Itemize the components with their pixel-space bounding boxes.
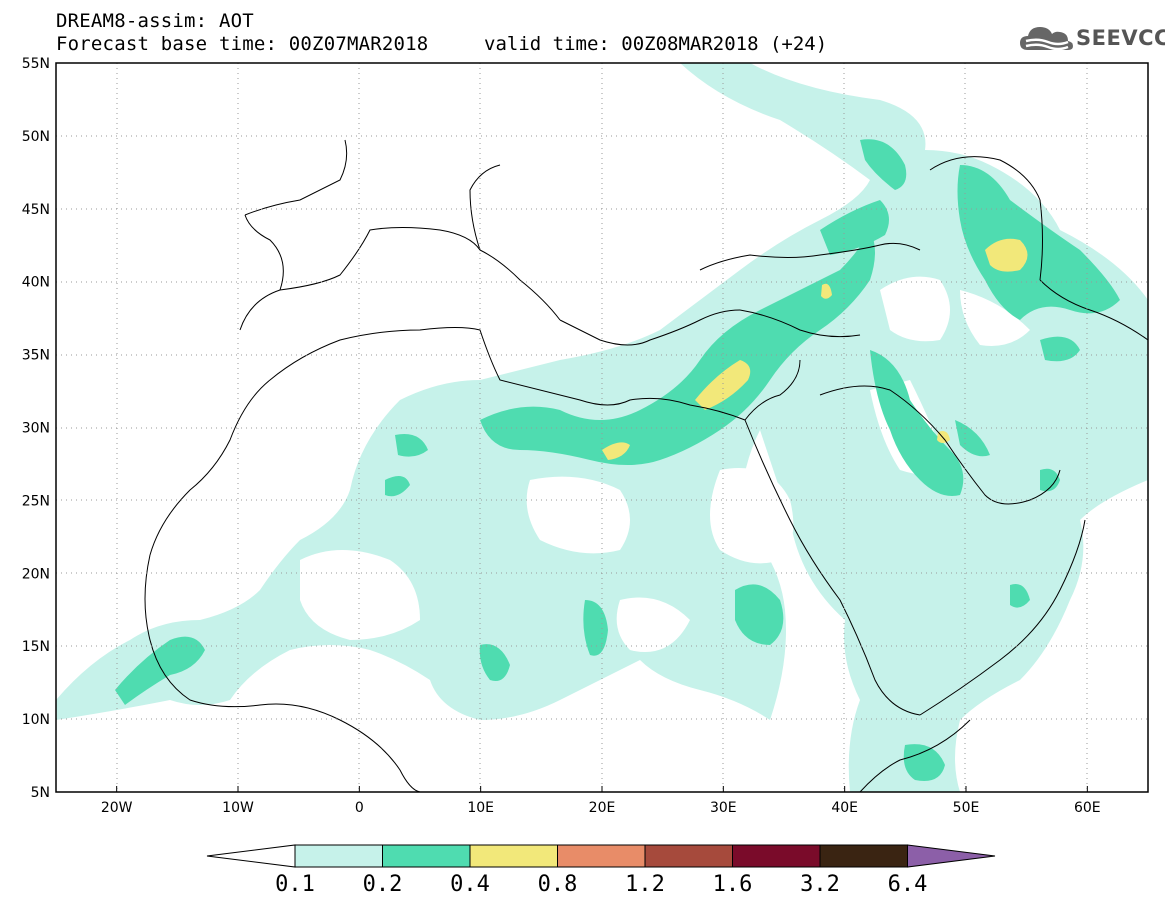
lon-tick-label: 10E [467,800,494,816]
colorbar-label: 1.2 [625,872,665,897]
valid-time: valid time: 00Z08MAR2018 (+24) [484,33,828,55]
colorbar-segment [819,844,908,868]
logo-text: SEEVCCC [1076,26,1165,50]
colorbar-label: 0.4 [450,872,490,897]
lat-tick-label: 20N [22,566,50,582]
colorbar-label: 3.2 [800,872,840,897]
lat-tick-label: 40N [22,275,50,291]
lat-tick-label: 10N [22,712,50,728]
lon-tick-label: 0 [355,800,364,816]
lon-tick-label: 20E [589,800,616,816]
chart-title: DREAM8-assim: AOT [56,10,254,32]
colorbar-segment [294,844,383,868]
colorbar-label: 0.8 [537,872,578,897]
colorbar-segment [732,844,821,868]
lon-tick-label: 30E [710,800,737,816]
aot-level-0.4 [602,238,1028,460]
colorbar-under-triangle [206,844,296,868]
lon-tick-label: 60E [1074,800,1101,816]
colorbar [206,844,996,868]
lon-tick-label: 10W [222,800,254,816]
forecast-base-time: Forecast base time: 00Z07MAR2018 [56,33,429,55]
lon-tick-label: 40E [831,800,858,816]
lon-tick-label: 20W [101,800,133,816]
lat-tick-label: 45N [22,202,50,218]
colorbar-label: 6.4 [887,872,928,897]
colorbar-segment [469,844,558,868]
axis-labels: 20W 10W 0 10E 20E 30E 40E 50E 60E 55N 50N 45N 40N 35N… [22,56,1101,816]
grid-lines [56,63,1148,792]
seevccc-logo: SEEVCCC [1018,22,1165,56]
colorbar-label: 0.1 [275,872,315,897]
colorbar-over-triangle [907,844,996,868]
colorbar-label: 1.6 [712,872,753,897]
colorbar-segment [644,844,733,868]
lat-tick-label: 30N [22,421,50,437]
lat-tick-label: 5N [31,785,50,801]
lat-tick-label: 25N [22,493,50,509]
lat-tick-label: 15N [22,639,50,655]
cloud-logo-icon [1020,27,1073,51]
colorbar-label: 0.2 [362,872,403,897]
lat-tick-label: 50N [22,129,50,145]
lat-tick-label: 55N [22,56,50,72]
lat-tick-label: 35N [22,348,50,364]
colorbar-segment [382,844,471,868]
lon-tick-label: 50E [953,800,980,816]
colorbar-segment [557,844,646,868]
